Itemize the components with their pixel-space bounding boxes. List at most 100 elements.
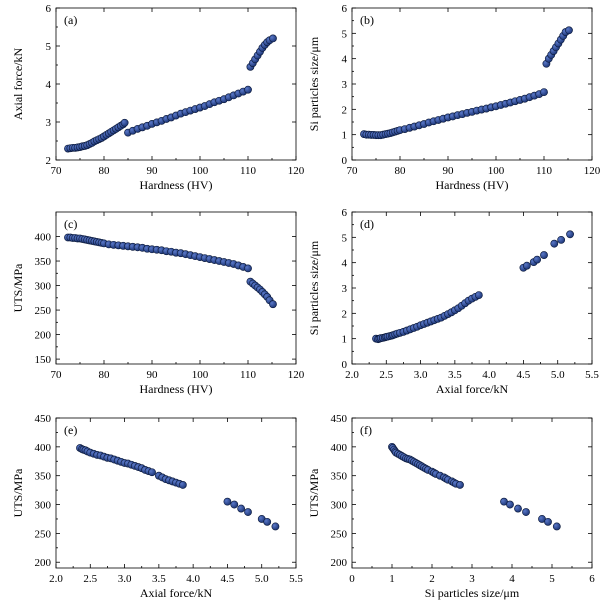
data-point-e (263, 517, 272, 526)
y-tick-label-c: 400 (35, 232, 52, 244)
y-tick-label-a: 5 (46, 41, 52, 53)
y-tick-label-a: 4 (46, 79, 52, 91)
data-point-d (557, 235, 566, 244)
data-point-e (178, 481, 187, 489)
x-tick-label-e: 3.5 (152, 573, 166, 585)
x-tick-label-c: 70 (51, 369, 63, 381)
y-tick-label-d: 2 (342, 308, 348, 320)
x-tick-label-e: 3.0 (118, 573, 132, 585)
data-point-e (271, 522, 280, 531)
x-axis-label-b: Hardness (HV) (436, 178, 509, 192)
x-tick-label-b: 100 (488, 165, 505, 177)
x-tick-label-d: 3.0 (414, 369, 428, 381)
y-tick-label-e: 250 (35, 528, 52, 540)
y-axis-label-a: Axial force/kN (11, 48, 25, 121)
x-tick-label-f: 4 (509, 573, 515, 585)
y-tick-label-f: 250 (331, 528, 348, 540)
panel-label-b: (b) (360, 13, 374, 27)
x-tick-label-f: 3 (469, 573, 475, 585)
y-tick-label-a: 3 (46, 117, 52, 129)
x-tick-label-e: 5.0 (255, 573, 269, 585)
data-point-e (237, 504, 246, 513)
y-tick-label-c: 250 (35, 305, 52, 317)
data-point-a (244, 85, 252, 94)
y-tick-label-e: 200 (35, 557, 52, 569)
x-axis-label-f: Si particles size/μm (425, 586, 520, 600)
x-tick-label-a: 70 (51, 165, 63, 177)
x-tick-label-d: 5.0 (551, 369, 565, 381)
x-tick-label-d: 2.5 (379, 369, 393, 381)
y-tick-label-b: 3 (342, 79, 348, 91)
panel-label-c: (c) (64, 217, 77, 231)
y-tick-label-d: 3 (342, 283, 348, 295)
data-point-f (522, 508, 530, 516)
data-point-c (269, 300, 277, 309)
y-tick-label-f: 400 (331, 442, 348, 454)
y-tick-label-a: 6 (46, 3, 52, 15)
data-point-b (540, 88, 548, 97)
x-tick-label-d: 2.0 (345, 369, 359, 381)
x-tick-label-e: 4.5 (221, 573, 235, 585)
x-tick-label-e: 5.5 (289, 573, 303, 585)
data-point-b (565, 26, 573, 35)
plot-frame-a (55, 7, 297, 161)
data-point-e (148, 468, 156, 477)
y-tick-label-b: 4 (342, 54, 348, 66)
y-tick-label-f: 300 (331, 500, 348, 512)
x-tick-label-f: 0 (349, 573, 355, 585)
data-point-d (522, 261, 531, 270)
panel-label-e: (e) (64, 423, 77, 437)
data-point-f (552, 522, 561, 531)
data-point-f (506, 500, 514, 509)
y-tick-label-f: 450 (331, 413, 348, 425)
y-tick-label-b: 6 (342, 3, 348, 15)
x-tick-label-f: 2 (429, 573, 435, 585)
data-point-a (120, 118, 129, 127)
y-tick-label-f: 200 (331, 557, 348, 569)
x-tick-label-a: 120 (288, 165, 305, 177)
y-tick-label-e: 400 (35, 442, 52, 454)
x-tick-label-a: 80 (99, 165, 111, 177)
data-point-d (474, 291, 483, 299)
y-tick-label-d: 4 (342, 258, 348, 270)
panel-f: 0 1 2 3 4 5 6 200 250 300 350 400 450 Si particles si… (307, 413, 595, 600)
y-tick-label-d: 0 (342, 359, 348, 371)
x-axis-label-a: Hardness (HV) (140, 178, 213, 192)
plot-frame-e (55, 417, 297, 569)
panel-label-f: (f) (360, 423, 372, 437)
x-tick-label-b: 90 (443, 165, 455, 177)
panel-c: 70 80 90 100 110 120 150 200 250 300 350 400 Hardnes… (11, 211, 305, 396)
x-tick-label-e: 2.0 (49, 573, 63, 585)
y-tick-label-d: 6 (342, 207, 348, 219)
data-point-d (550, 239, 559, 248)
y-tick-label-c: 300 (35, 281, 52, 293)
y-tick-label-d: 1 (342, 334, 348, 346)
data-point-f (514, 504, 522, 513)
x-tick-label-f: 5 (549, 573, 555, 585)
y-tick-label-b: 5 (342, 28, 348, 40)
x-tick-label-f: 1 (389, 573, 395, 585)
data-point-e (230, 500, 239, 509)
y-axis-label-f: UTS/MPa (307, 468, 321, 517)
data-point-d (540, 251, 548, 259)
y-tick-label-c: 200 (35, 330, 52, 342)
y-axis-label-d: Si particles size/μm (307, 240, 321, 335)
y-tick-label-a: 2 (46, 155, 52, 167)
data-point-f (544, 517, 552, 526)
x-axis-label-d: Axial force/kN (436, 382, 509, 396)
x-tick-label-c: 90 (147, 369, 159, 381)
x-tick-label-b: 70 (347, 165, 359, 177)
data-point-e (223, 497, 232, 506)
x-tick-label-e: 4.0 (186, 573, 200, 585)
data-point-e (244, 508, 252, 516)
x-tick-label-b: 110 (536, 165, 553, 177)
y-axis-label-b: Si particles size/μm (307, 36, 321, 131)
y-tick-label-c: 150 (35, 354, 52, 366)
y-tick-label-d: 5 (342, 232, 348, 244)
panel-e: 2.0 2.5 3.0 3.5 4.0 4.5 5.0 5.5 200 250 300 350 400 4… (11, 413, 303, 600)
x-axis-label-e: Axial force/kN (140, 586, 213, 600)
y-tick-label-b: 2 (342, 104, 348, 116)
y-axis-label-c: UTS/MPa (11, 263, 25, 312)
y-tick-label-e: 450 (35, 413, 52, 425)
